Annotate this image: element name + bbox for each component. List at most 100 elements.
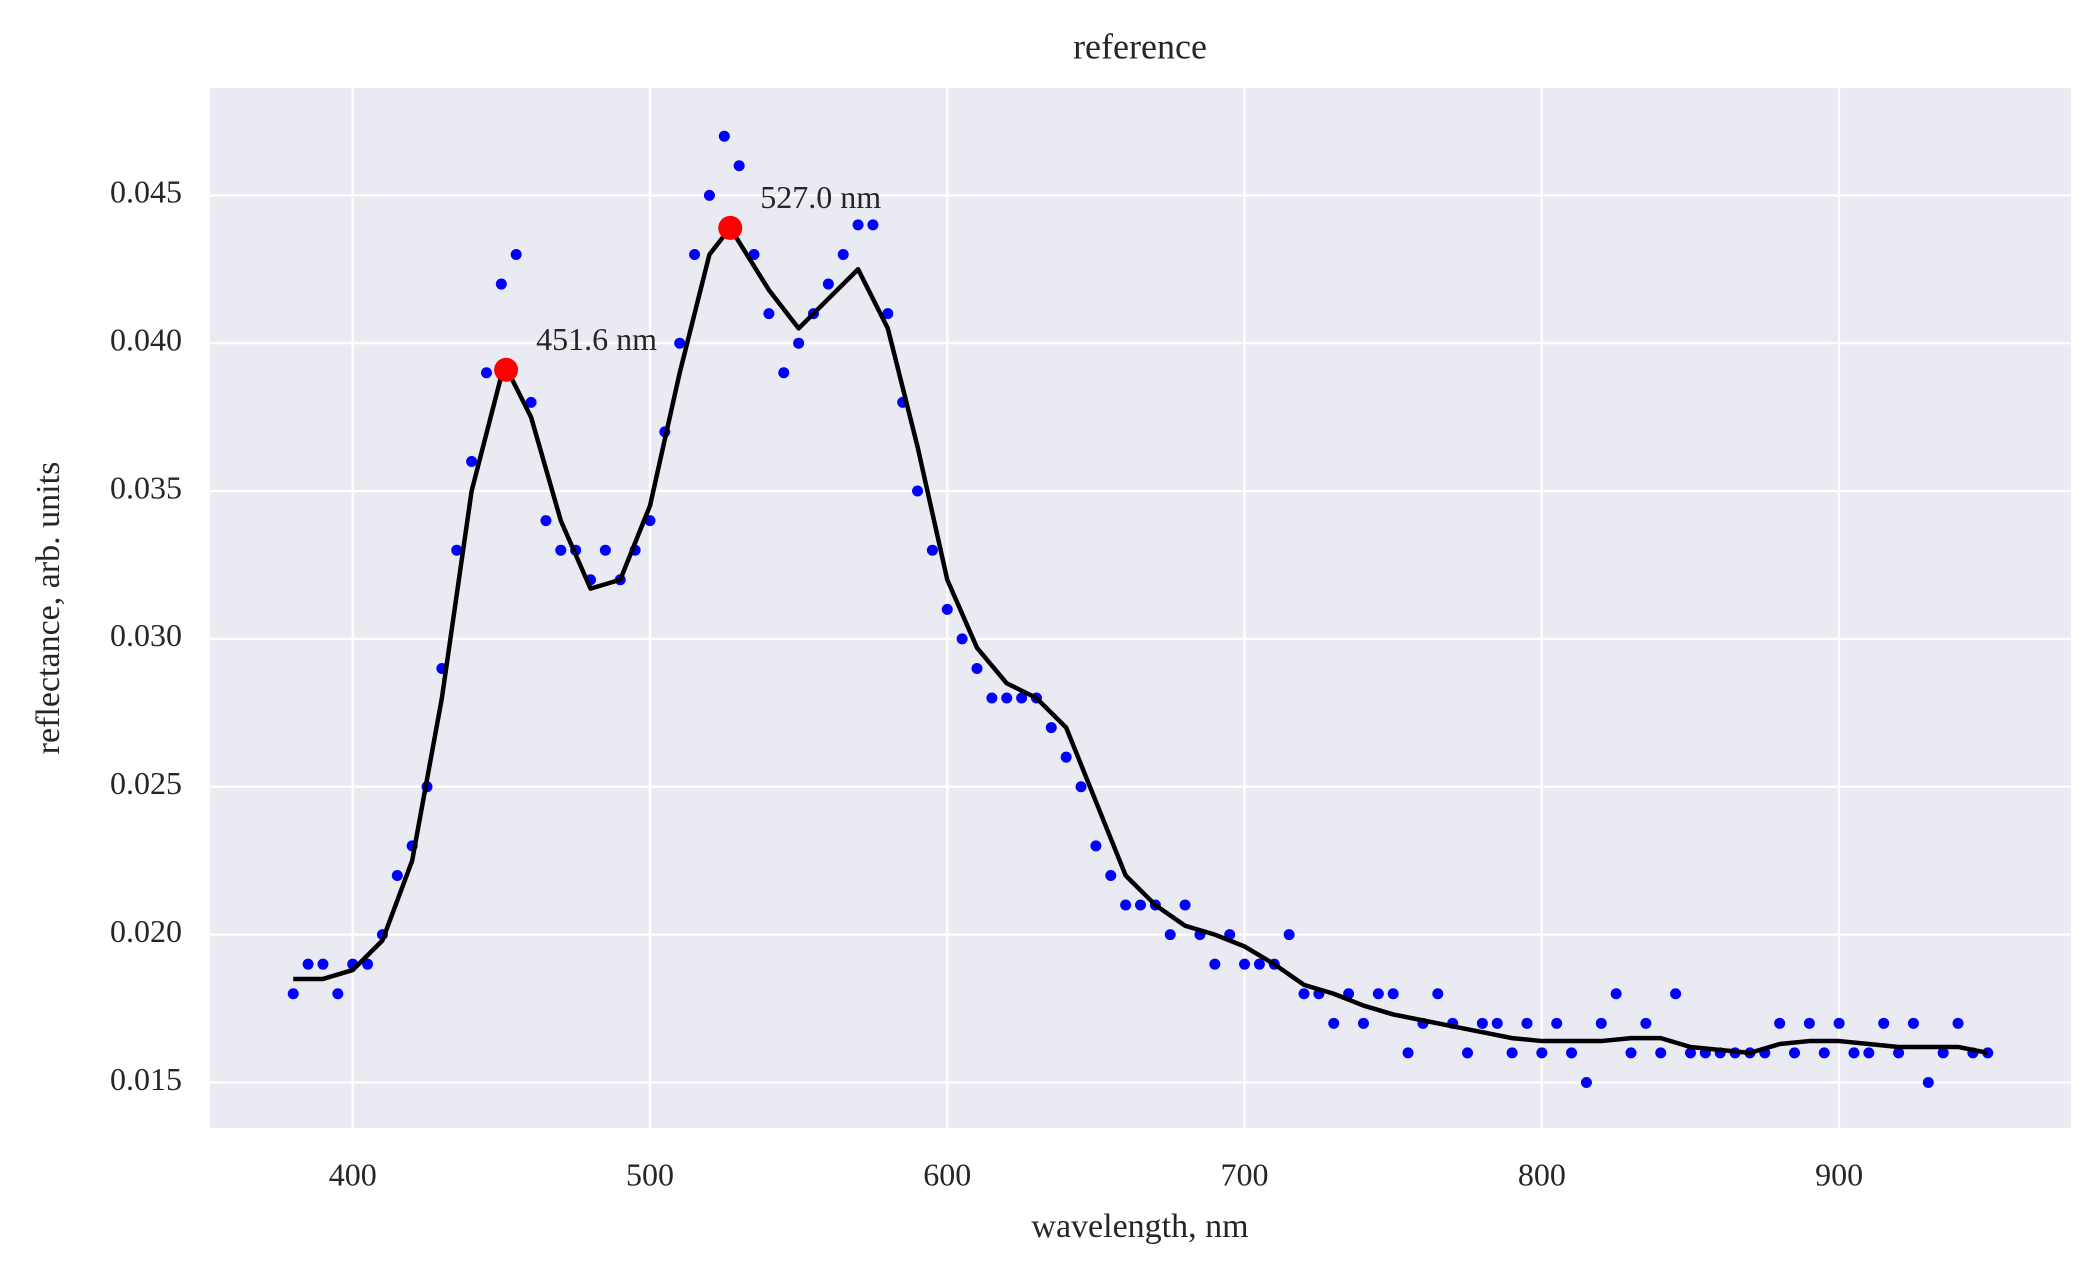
data-point: [466, 455, 478, 467]
y-axis-label: reflectance, arb. units: [30, 462, 67, 755]
data-point: [1922, 1076, 1934, 1088]
grid: [210, 88, 2071, 1128]
data-point: [1432, 988, 1444, 1000]
peak-marker: [494, 357, 519, 382]
data-point: [1164, 929, 1176, 941]
y-tick-label: 0.035: [110, 469, 182, 505]
x-tick-label: 800: [1518, 1156, 1566, 1192]
data-point: [1848, 1047, 1860, 1059]
marks: [287, 130, 1994, 1088]
x-tick-label: 600: [923, 1156, 971, 1192]
data-point: [1833, 1017, 1845, 1029]
data-point: [793, 337, 805, 349]
data-point: [1684, 1047, 1696, 1059]
data-point: [1580, 1076, 1592, 1088]
data-point: [1120, 899, 1132, 911]
data-point: [495, 278, 507, 290]
data-point: [525, 396, 537, 408]
data-point: [1818, 1047, 1830, 1059]
data-point: [1863, 1047, 1875, 1059]
data-point: [1239, 958, 1251, 970]
y-tick-label: 0.025: [110, 765, 182, 801]
data-point: [332, 988, 344, 1000]
x-tick-label: 500: [626, 1156, 674, 1192]
data-point: [1536, 1047, 1548, 1059]
data-point: [1566, 1047, 1578, 1059]
data-point: [317, 958, 329, 970]
smoothed-line: [293, 225, 1989, 1056]
x-axis-label: wavelength, nm: [1031, 1208, 1248, 1245]
x-tick-label: 400: [329, 1156, 377, 1192]
data-point: [1595, 1017, 1607, 1029]
data-point: [1105, 869, 1117, 881]
data-point: [763, 308, 775, 320]
data-point: [882, 308, 894, 320]
data-point: [480, 367, 492, 379]
data-point: [1135, 899, 1146, 911]
data-point: [287, 988, 299, 1000]
data-point: [599, 544, 611, 556]
data-point: [1476, 1017, 1488, 1029]
data-point: [1016, 692, 1028, 704]
peak-marker: [718, 215, 743, 240]
data-point: [1357, 1017, 1369, 1029]
data-point: [1283, 929, 1295, 941]
data-point: [733, 160, 745, 172]
data-point: [926, 544, 938, 556]
data-point: [1298, 988, 1310, 1000]
data-point: [852, 219, 864, 231]
data-point: [1893, 1047, 1905, 1059]
data-point: [1670, 988, 1682, 1000]
data-point: [1521, 1017, 1533, 1029]
data-point: [986, 692, 998, 704]
data-point: [778, 367, 790, 379]
data-point: [510, 248, 522, 260]
data-point: [1402, 1047, 1414, 1059]
data-point: [748, 248, 760, 260]
data-point: [1209, 958, 1221, 970]
data-point: [1090, 840, 1102, 852]
data-point: [718, 130, 730, 142]
peak-annotation: 527.0 nm: [760, 179, 881, 215]
data-point: [1789, 1047, 1801, 1059]
data-point: [1625, 1047, 1637, 1059]
data-point: [971, 662, 983, 674]
plot-area: [210, 88, 2071, 1128]
data-point: [302, 958, 314, 970]
data-point: [1491, 1017, 1503, 1029]
data-point: [689, 248, 701, 260]
data-point: [674, 337, 686, 349]
data-point: [1179, 899, 1191, 911]
data-point: [451, 544, 463, 556]
chart-title: reference: [1073, 26, 1207, 66]
data-point: [1774, 1017, 1786, 1029]
data-point: [1328, 1017, 1340, 1029]
y-tick-label: 0.040: [110, 322, 182, 358]
data-point: [362, 958, 374, 970]
data-point: [1462, 1047, 1474, 1059]
data-point: [540, 515, 552, 527]
data-point: [1001, 692, 1013, 704]
data-point: [1253, 958, 1265, 970]
data-point: [1387, 988, 1399, 1000]
data-point: [867, 219, 879, 231]
y-tick-label: 0.045: [110, 174, 182, 210]
data-point: [1551, 1017, 1563, 1029]
y-tick-label: 0.015: [110, 1061, 182, 1097]
data-point: [1075, 781, 1087, 793]
data-point: [837, 248, 849, 260]
data-point: [1878, 1017, 1890, 1029]
data-point: [1803, 1017, 1815, 1029]
data-point: [1372, 988, 1384, 1000]
data-point: [941, 603, 953, 615]
data-point: [555, 544, 567, 556]
peak-annotation: 451.6 nm: [536, 321, 657, 357]
data-point: [912, 485, 924, 497]
data-point: [1952, 1017, 1964, 1029]
data-point: [391, 869, 403, 881]
data-point: [1655, 1047, 1667, 1059]
data-point: [1937, 1047, 1949, 1059]
y-tick-label: 0.020: [110, 913, 182, 949]
x-tick-label: 700: [1221, 1156, 1269, 1192]
